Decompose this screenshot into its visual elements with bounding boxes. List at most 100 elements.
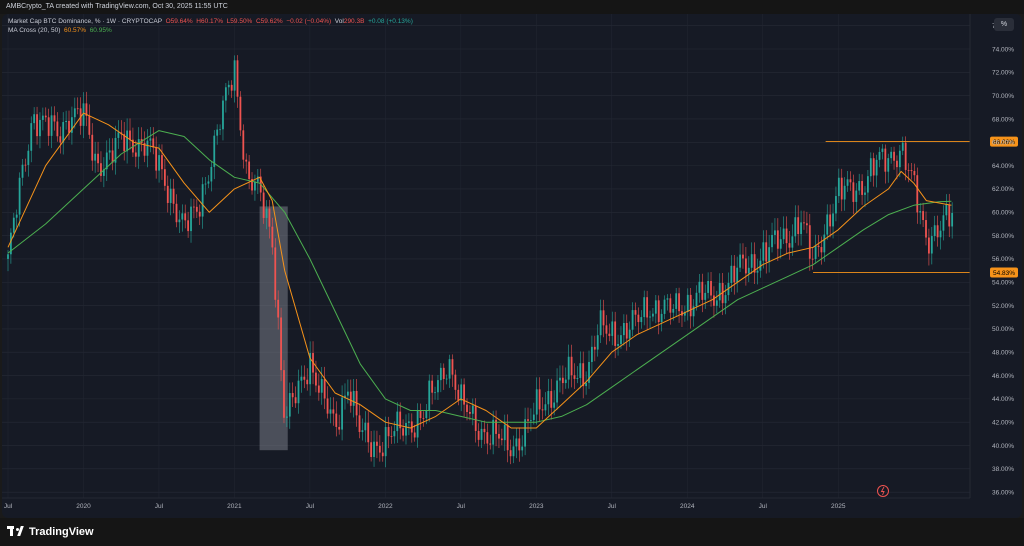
- candle-body: [233, 60, 236, 91]
- candle-body: [158, 155, 160, 171]
- indicator-name[interactable]: MA Cross (20, 50): [8, 27, 61, 34]
- candle-body: [181, 213, 184, 220]
- x-tick-label: Jul: [457, 503, 466, 510]
- candle-body: [97, 153, 99, 164]
- candle-body: [175, 203, 178, 223]
- candle-body: [59, 136, 62, 143]
- candle-body: [634, 310, 637, 315]
- y-axis: 36.00% 38.00% 40.00% 42.00% 44.00% 46.00% 48.0…: [2, 14, 1014, 499]
- candle-body: [500, 438, 503, 441]
- y-tick-label: 74.00%: [992, 46, 1014, 53]
- candle-body: [378, 445, 381, 453]
- candle-body: [750, 254, 753, 268]
- y-tick-label: 54.00%: [992, 280, 1014, 287]
- candle-body: [7, 254, 9, 259]
- candle-body: [622, 323, 625, 336]
- candle-body: [515, 438, 518, 447]
- candle-body: [422, 417, 425, 419]
- y-tick-label: 38.00%: [992, 466, 1014, 473]
- candle-body: [521, 446, 524, 451]
- candle-body: [884, 148, 887, 172]
- candle-body: [567, 356, 570, 380]
- candle-body: [913, 171, 916, 176]
- candle-body: [190, 206, 192, 232]
- candle-body: [896, 160, 898, 168]
- candle-body: [890, 151, 893, 159]
- candle-body: [826, 214, 829, 235]
- candle-body: [341, 397, 343, 430]
- candle-body: [117, 132, 120, 138]
- candle-body: [248, 161, 251, 180]
- candle-body: [47, 117, 50, 136]
- x-tick-label: 2020: [76, 503, 91, 510]
- candle-body: [24, 164, 27, 166]
- price-chart[interactable]: 66.06% 54.83% 36.00% 38.00% 40.00% 42.00% 44.…: [2, 14, 1022, 518]
- candle-body: [457, 389, 460, 401]
- candle-body: [137, 139, 140, 157]
- candle-body: [614, 321, 617, 346]
- candle-body: [928, 237, 930, 254]
- candle-body: [466, 404, 468, 412]
- candle-body: [210, 166, 213, 182]
- level-tag-label: 54.83%: [993, 270, 1015, 277]
- candle-body: [643, 297, 646, 318]
- flash-icon[interactable]: [877, 485, 889, 497]
- candle-body: [675, 293, 678, 309]
- candle-body: [65, 120, 68, 123]
- candle-body: [637, 314, 640, 323]
- candle-body: [393, 431, 396, 437]
- interval[interactable]: 1W: [106, 18, 117, 25]
- symbol-legend: Market Cap BTC Dominance, % · 1W · CRYPT…: [8, 18, 413, 25]
- candle-body: [936, 225, 939, 238]
- footer: TradingView: [0, 518, 1024, 546]
- y-tick-label: 62.00%: [992, 186, 1014, 193]
- percent-scale-button[interactable]: %: [994, 18, 1014, 31]
- candle-body: [596, 335, 599, 350]
- candle-body: [242, 130, 245, 160]
- candle-body: [576, 377, 579, 379]
- change-value: −0.02 (−0.04%): [286, 18, 332, 25]
- candle-body: [869, 158, 872, 177]
- symbol-name[interactable]: Market Cap BTC Dominance, %: [8, 18, 101, 25]
- candle-body: [227, 84, 230, 88]
- candle-body: [776, 230, 779, 249]
- candle-body: [56, 121, 59, 137]
- candle-body: [262, 192, 265, 218]
- candle-body: [370, 442, 373, 457]
- candle-body: [297, 380, 300, 404]
- candle-body: [265, 208, 268, 218]
- tradingview-logo[interactable]: TradingView: [7, 526, 94, 538]
- candle-body: [846, 179, 849, 186]
- candle-body: [779, 239, 782, 249]
- level-tag: [990, 267, 1018, 278]
- candle-body: [88, 115, 91, 135]
- candle-body: [689, 294, 692, 317]
- candle-body: [922, 211, 924, 221]
- candle-body: [654, 300, 657, 314]
- candle-body: [585, 382, 588, 387]
- candle-body: [538, 389, 541, 410]
- candle-body: [930, 236, 933, 254]
- candle-body: [588, 361, 590, 383]
- candle-body: [193, 206, 195, 208]
- candle-body: [811, 258, 814, 260]
- candle-body: [498, 433, 500, 439]
- candle-body: [486, 432, 489, 444]
- candle-body: [608, 333, 611, 336]
- candle-body: [300, 376, 303, 381]
- candle-body: [68, 120, 70, 133]
- candle-body: [33, 114, 36, 124]
- candle-body: [184, 213, 187, 221]
- candle-body: [303, 376, 306, 380]
- candle-body: [425, 410, 428, 419]
- candle-body: [71, 117, 73, 133]
- candle-body: [62, 122, 65, 143]
- candle-body: [527, 419, 529, 421]
- candle-body: [605, 325, 608, 334]
- candle-body: [495, 419, 497, 434]
- candle-body: [402, 428, 404, 436]
- candle-body: [678, 293, 680, 312]
- candle-body: [553, 402, 556, 408]
- candle-body: [280, 317, 282, 371]
- candle-body: [346, 391, 349, 396]
